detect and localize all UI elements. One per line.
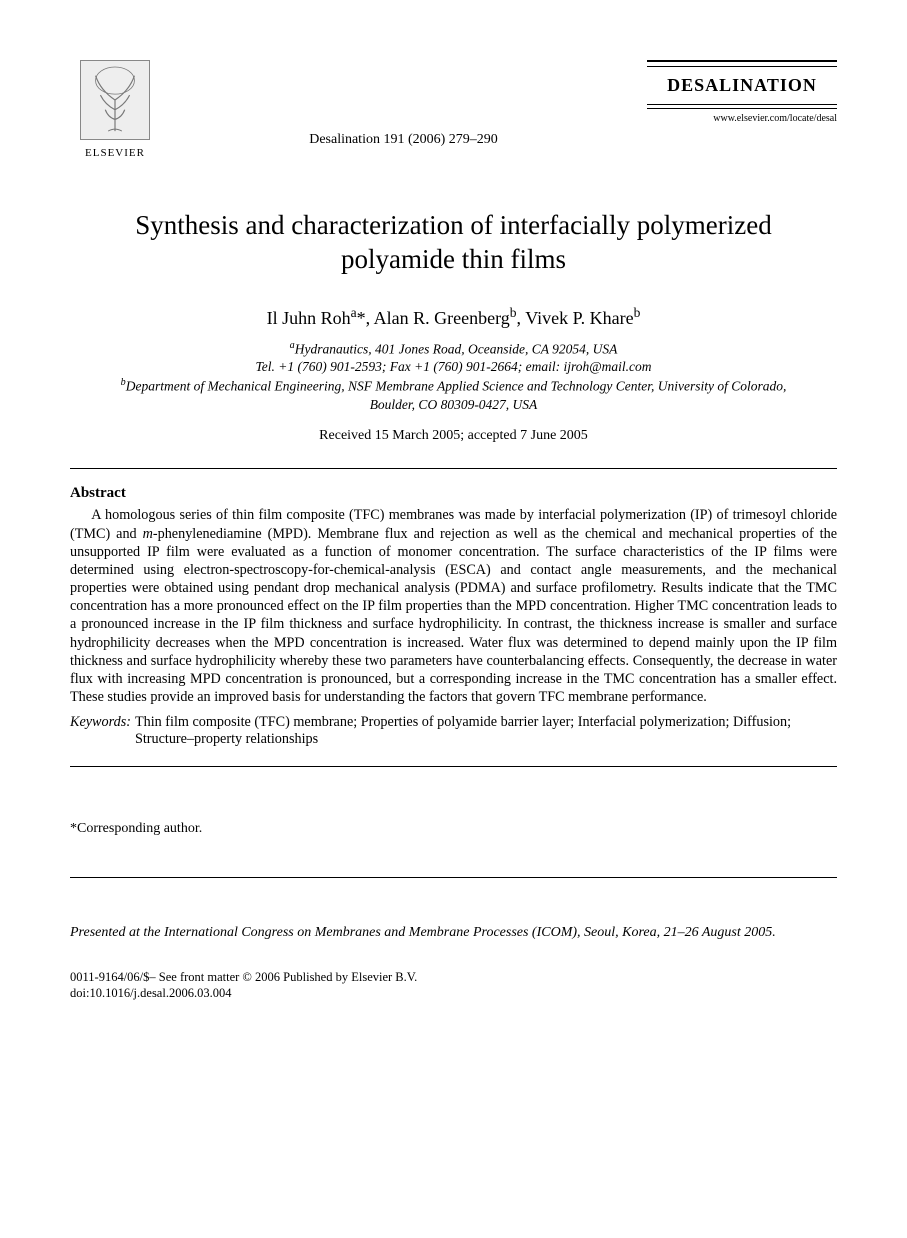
article-dates: Received 15 March 2005; accepted 7 June … <box>70 428 837 444</box>
journal-url[interactable]: www.elsevier.com/locate/desal <box>647 113 837 124</box>
footer: 0011-9164/06/$– See front matter © 2006 … <box>70 969 837 1002</box>
journal-rule-bottom <box>647 104 837 109</box>
footer-doi: doi:10.1016/j.desal.2006.03.004 <box>70 985 837 1001</box>
publisher-logo-block: ELSEVIER <box>70 60 160 159</box>
affiliation-a: aHydranautics, 401 Jones Road, Oceanside… <box>110 339 797 359</box>
keywords-label: Keywords: <box>70 714 131 748</box>
citation: Desalination 191 (2006) 279–290 <box>160 60 647 148</box>
header: ELSEVIER Desalination 191 (2006) 279–290… <box>70 60 837 159</box>
footer-copyright: 0011-9164/06/$– See front matter © 2006 … <box>70 969 837 985</box>
rule-below-keywords <box>70 766 837 767</box>
rule-above-abstract <box>70 468 837 469</box>
article-title: Synthesis and characterization of interf… <box>100 209 807 277</box>
journal-name: DESALINATION <box>647 75 837 96</box>
affiliation-a-contact: Tel. +1 (760) 901-2593; Fax +1 (760) 901… <box>110 358 797 376</box>
keywords-text: Thin film composite (TFC) membrane; Prop… <box>131 714 837 748</box>
corresponding-author-note: *Corresponding author. <box>70 821 837 837</box>
presented-at: Presented at the International Congress … <box>70 924 837 943</box>
elsevier-tree-icon <box>80 60 150 140</box>
page: ELSEVIER Desalination 191 (2006) 279–290… <box>0 0 907 1042</box>
affiliation-b: bDepartment of Mechanical Engineering, N… <box>110 376 797 414</box>
keywords: Keywords: Thin film composite (TFC) memb… <box>70 714 837 748</box>
journal-block: DESALINATION www.elsevier.com/locate/des… <box>647 60 837 124</box>
journal-rule-top <box>647 60 837 67</box>
abstract-heading: Abstract <box>70 485 837 502</box>
rule-above-presented <box>70 877 837 878</box>
publisher-label: ELSEVIER <box>70 147 160 159</box>
abstract-body: A homologous series of thin film composi… <box>70 506 837 706</box>
authors: Il Juhn Roha*, Alan R. Greenbergb, Vivek… <box>70 305 837 329</box>
